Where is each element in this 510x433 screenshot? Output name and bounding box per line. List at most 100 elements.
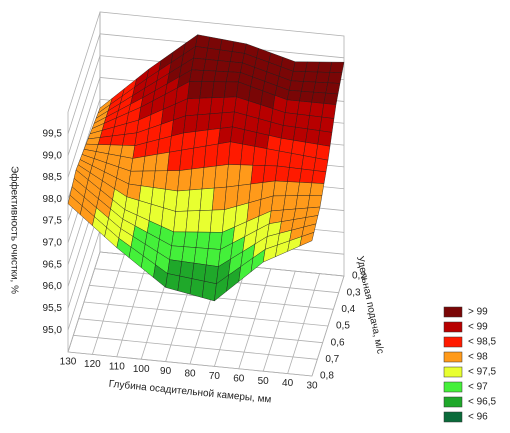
surface-cell	[297, 182, 313, 196]
surface-cell	[238, 164, 254, 186]
legend-swatch	[443, 381, 463, 393]
legend-swatch	[443, 411, 463, 423]
surface-cell	[315, 71, 331, 83]
surface-cell	[276, 150, 292, 168]
surface-cell	[130, 156, 146, 172]
surface-cell	[154, 151, 170, 172]
surface-cell	[311, 91, 327, 104]
surface-cell	[313, 81, 329, 94]
surface-cell	[187, 81, 203, 99]
surface-cell	[185, 210, 201, 233]
surface-cell	[213, 70, 229, 83]
y-tick-label: 0,4	[341, 304, 355, 315]
y-tick-label: 0,7	[325, 354, 339, 365]
surface-cell	[175, 189, 191, 212]
surface-cell	[189, 167, 205, 191]
surface-cell	[295, 195, 311, 210]
surface-cell	[193, 129, 209, 149]
legend-label: < 97	[468, 382, 488, 393]
surface-cell	[183, 114, 199, 134]
surface-cell	[295, 113, 310, 130]
legend-label: < 98	[468, 352, 488, 363]
surface-cell	[197, 97, 213, 116]
surface-cell	[215, 60, 231, 72]
z-tick-label: 99,0	[43, 150, 63, 161]
surface-cell	[230, 126, 245, 145]
z-tick-label: 95,0	[43, 325, 63, 336]
surface-cell	[262, 165, 278, 183]
x-tick-label: 50	[258, 376, 270, 387]
surface-cell	[301, 155, 317, 171]
surface-cell	[270, 195, 286, 212]
surface-cell	[313, 157, 329, 173]
surface-cell	[297, 100, 312, 116]
surface-cell	[165, 273, 181, 292]
surface-cell	[209, 209, 225, 233]
surface-cell	[240, 143, 256, 166]
surface-cell	[226, 164, 241, 188]
surface-cell	[171, 231, 187, 247]
surface-cell	[229, 51, 245, 64]
surface-cell	[283, 195, 298, 211]
surface-cell	[179, 147, 195, 171]
legend-swatch	[443, 336, 463, 348]
legend-swatch	[443, 306, 463, 318]
surface-cell	[181, 131, 197, 151]
surface-cell	[309, 182, 325, 196]
legend-label: < 96,5	[468, 397, 497, 408]
grid-line	[83, 301, 329, 327]
x-tick-label: 90	[160, 366, 172, 377]
surface-cell	[110, 134, 125, 146]
surface-cell	[201, 70, 217, 82]
surface-cell	[211, 81, 227, 99]
surface-cell	[305, 61, 320, 73]
surface-cell	[183, 231, 199, 248]
surface-cell	[213, 164, 229, 189]
surface-cell	[231, 41, 247, 54]
surface-cell	[303, 142, 319, 159]
surface-cell	[205, 248, 221, 267]
surface-cell	[217, 49, 233, 62]
surface-cell	[207, 36, 223, 51]
surface-cell	[292, 61, 308, 72]
surface-cell	[195, 113, 211, 132]
surface-cell	[323, 92, 339, 105]
surface-cell	[201, 165, 217, 190]
z-tick-label: 99,5	[43, 128, 63, 139]
surface-cell	[193, 46, 209, 60]
surface-cell	[195, 231, 211, 249]
x-tick-label: 30	[306, 381, 318, 392]
surface-cell	[207, 231, 223, 250]
y-tick-label: 0,2	[352, 271, 366, 282]
surface-cell	[165, 170, 180, 192]
surface-cell	[203, 59, 219, 72]
y-tick-label: 0,6	[331, 337, 345, 348]
surface-cell	[252, 146, 268, 166]
x-tick-label: 120	[84, 359, 101, 370]
surface-cell	[189, 69, 205, 82]
surface-cell	[284, 99, 300, 115]
x-tick-label: 70	[209, 371, 221, 382]
surface-cell	[325, 82, 341, 95]
x-tick-label: 60	[233, 373, 245, 384]
surface-cell	[140, 170, 156, 188]
surface-cell	[321, 103, 337, 119]
surface-cell	[227, 61, 243, 73]
surface-cell	[309, 102, 325, 118]
surface-cell	[191, 57, 207, 71]
surface-cell	[199, 81, 215, 99]
z-tick-label: 97,0	[43, 238, 63, 249]
surface-cell	[228, 141, 243, 166]
surface-cell	[203, 264, 219, 285]
x-tick-label: 40	[282, 378, 294, 389]
surface-cell	[291, 140, 306, 156]
legend-label: < 98,5	[468, 337, 497, 348]
surface-cell	[303, 71, 318, 83]
surface-cell	[319, 116, 335, 133]
surface-cell	[173, 210, 189, 233]
surface-cell	[299, 231, 315, 247]
surface-cell	[191, 262, 207, 282]
grid-line	[67, 351, 313, 377]
surface-cell	[197, 209, 213, 233]
